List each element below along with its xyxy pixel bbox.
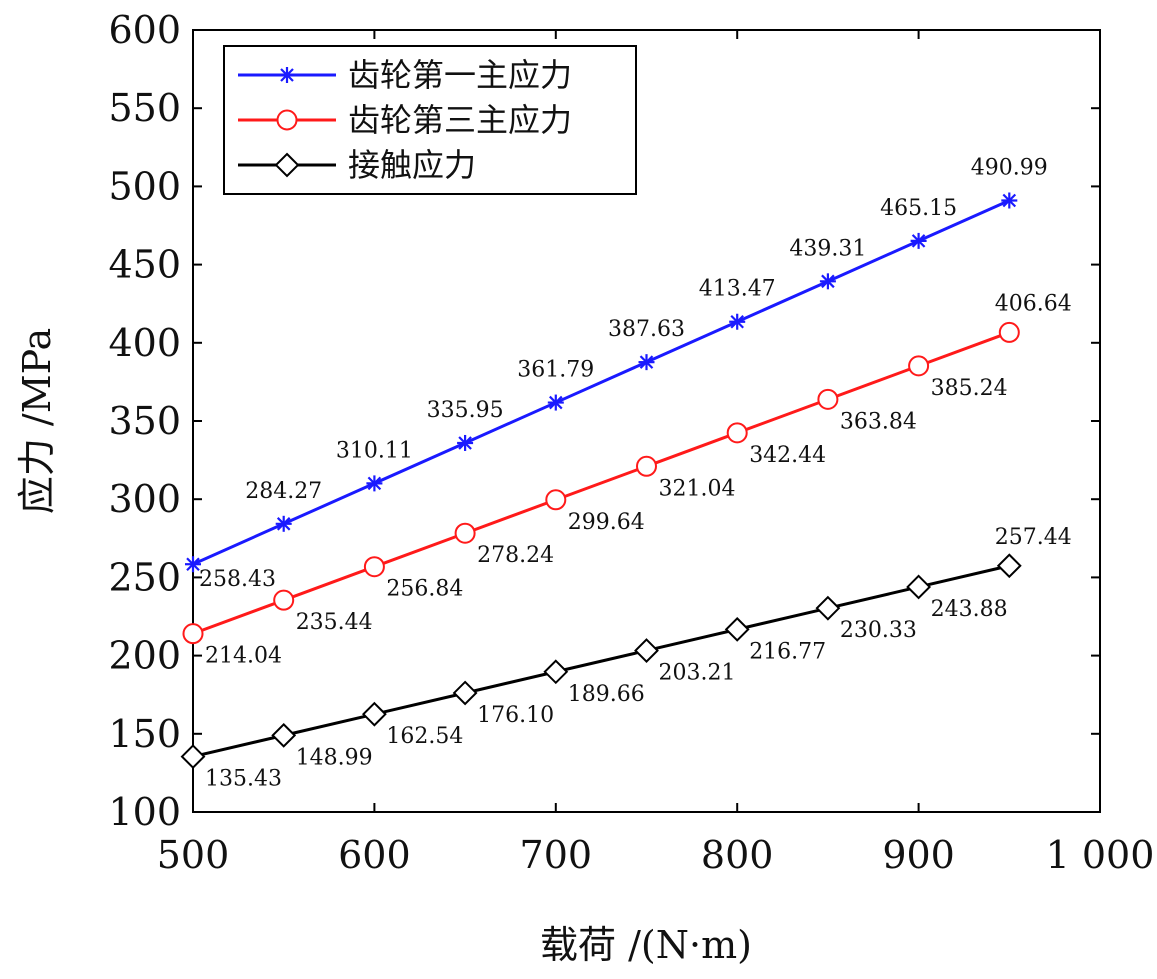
- x-tick-label: 800: [701, 833, 774, 877]
- marker-diamond: [996, 553, 1022, 579]
- series-line: [192, 199, 1010, 566]
- x-axis: 500 600 700 800 900 1 000: [157, 30, 1155, 877]
- y-tick-label: 200: [108, 634, 181, 678]
- marker-asterisk: [819, 273, 836, 290]
- marker-diamond: [180, 744, 206, 770]
- data-label: 363.84: [840, 409, 917, 434]
- marker-diamond: [274, 152, 300, 178]
- marker-asterisk: [638, 354, 655, 371]
- x-axis-title: 载荷 /(N·m): [540, 923, 752, 967]
- data-label: 235.44: [296, 610, 373, 635]
- y-tick-label: 500: [108, 164, 181, 208]
- data-label: 189.66: [568, 682, 645, 707]
- data-label: 342.44: [749, 443, 826, 468]
- data-label: 256.84: [386, 577, 463, 602]
- marker-circle: [273, 589, 295, 611]
- data-label: 387.63: [608, 317, 685, 342]
- marker-circle: [817, 388, 839, 410]
- marker-asterisk: [910, 232, 927, 249]
- marker-circle: [726, 422, 748, 444]
- data-label: 310.11: [336, 438, 413, 463]
- marker-asterisk: [1001, 192, 1018, 209]
- legend-label: 接触应力: [348, 146, 476, 184]
- marker-asterisk: [729, 313, 746, 330]
- marker-diamond: [815, 595, 841, 621]
- marker-diamond: [543, 659, 569, 685]
- data-label: 361.79: [517, 358, 594, 383]
- y-tick-label: 400: [108, 321, 181, 365]
- y-tick-label: 600: [108, 8, 181, 52]
- marker-diamond: [724, 616, 750, 642]
- data-label: 465.15: [880, 196, 957, 221]
- marker-asterisk: [457, 434, 474, 451]
- y-tick-label: 150: [108, 712, 181, 756]
- data-label: 148.99: [296, 745, 373, 770]
- data-label: 258.43: [199, 567, 276, 592]
- data-label: 214.04: [205, 644, 282, 669]
- legend-label: 齿轮第三主应力: [348, 101, 572, 139]
- data-label: 299.64: [568, 510, 645, 535]
- marker-asterisk: [185, 556, 201, 573]
- marker-circle: [182, 623, 204, 645]
- legend-label: 齿轮第一主应力: [348, 56, 572, 94]
- x-tick-label: 900: [882, 833, 955, 877]
- data-label: 284.27: [245, 479, 322, 504]
- y-axis-title: 应力 /MPa: [15, 328, 59, 514]
- marker-diamond: [361, 701, 387, 727]
- marker-circle: [454, 522, 476, 544]
- series-layer: [180, 192, 1022, 770]
- data-label: 230.33: [840, 618, 917, 643]
- series-line: [192, 331, 1010, 636]
- data-label: 406.64: [995, 291, 1072, 316]
- y-tick-label: 300: [108, 477, 181, 521]
- marker-asterisk: [547, 394, 564, 411]
- data-label: 490.99: [971, 155, 1048, 180]
- series-line: [192, 564, 1010, 759]
- data-label: 385.24: [931, 376, 1008, 401]
- data-labels: 258.43 284.27 310.11 335.95 361.79 387.63 413.…: [199, 155, 1072, 791]
- x-tick-label: 600: [338, 833, 411, 877]
- data-label: 176.10: [477, 703, 554, 728]
- marker-circle: [545, 489, 567, 511]
- data-label: 257.44: [995, 525, 1072, 550]
- marker-circle: [998, 321, 1020, 343]
- x-tick-label: 1 000: [1046, 833, 1155, 877]
- data-label: 162.54: [386, 724, 463, 749]
- data-label: 321.04: [659, 476, 736, 501]
- x-tick-label: 500: [157, 833, 230, 877]
- data-label: 216.77: [749, 639, 826, 664]
- y-tick-label: 550: [108, 86, 181, 130]
- y-axis: 100 150 200 250 300 350 400 450 500 550 600: [108, 8, 1100, 834]
- data-label: 278.24: [477, 543, 554, 568]
- marker-diamond: [271, 722, 297, 748]
- data-label: 135.43: [205, 767, 282, 792]
- marker-circle: [363, 556, 385, 578]
- marker-circle: [636, 455, 657, 477]
- y-tick-label: 250: [108, 555, 181, 599]
- data-label: 203.21: [659, 661, 736, 686]
- marker-asterisk: [279, 67, 295, 83]
- marker-circle: [908, 355, 930, 377]
- marker-diamond: [634, 638, 659, 663]
- y-tick-label: 350: [108, 399, 181, 443]
- marker-diamond: [452, 680, 478, 706]
- marker-asterisk: [366, 475, 383, 492]
- x-tick-label: 700: [520, 833, 593, 877]
- data-label: 335.95: [427, 398, 504, 423]
- y-tick-label: 450: [108, 243, 181, 287]
- data-label: 413.47: [699, 277, 776, 302]
- data-label: 243.88: [931, 597, 1008, 622]
- data-label: 439.31: [789, 236, 866, 261]
- marker-asterisk: [275, 515, 292, 532]
- y-tick-label: 100: [108, 790, 181, 834]
- marker-diamond: [906, 574, 932, 600]
- marker-circle: [276, 109, 298, 131]
